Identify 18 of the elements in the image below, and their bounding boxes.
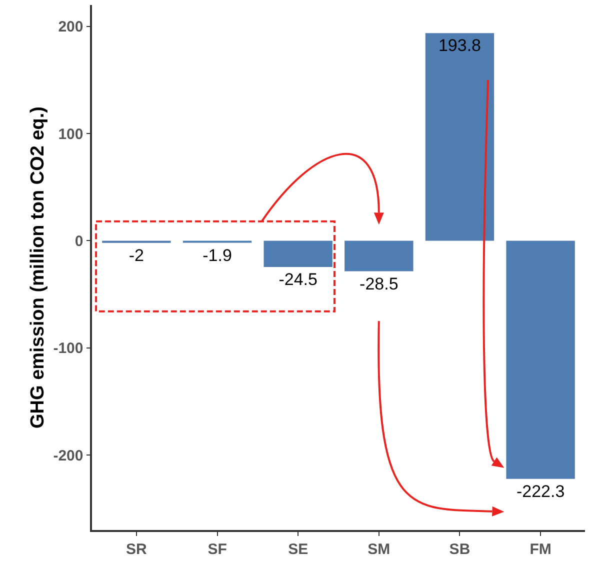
x-tick-label: SM	[368, 540, 390, 558]
data-label: -28.5	[360, 274, 398, 294]
data-label: 193.8	[438, 36, 482, 56]
x-tick-label: SB	[449, 540, 470, 558]
y-tick-label: -200	[53, 447, 84, 464]
x-tick-label: SR	[126, 540, 148, 558]
data-label: -222.3	[516, 482, 565, 501]
x-tick-label: SF	[208, 540, 227, 558]
y-tick-label: 0	[74, 232, 84, 250]
y-axis-title: GHG emission (million ton CO2 eq.)	[28, 106, 48, 428]
x-tick-label: FM	[530, 540, 552, 558]
y-tick-label: -100	[53, 340, 84, 358]
data-label: -24.5	[278, 270, 318, 289]
data-label: -2	[128, 246, 144, 265]
y-tick-label: 100	[58, 126, 84, 143]
data-label: -1.9	[202, 246, 232, 265]
y-tick-label: 200	[58, 18, 84, 36]
x-tick-label: SE	[288, 540, 308, 558]
